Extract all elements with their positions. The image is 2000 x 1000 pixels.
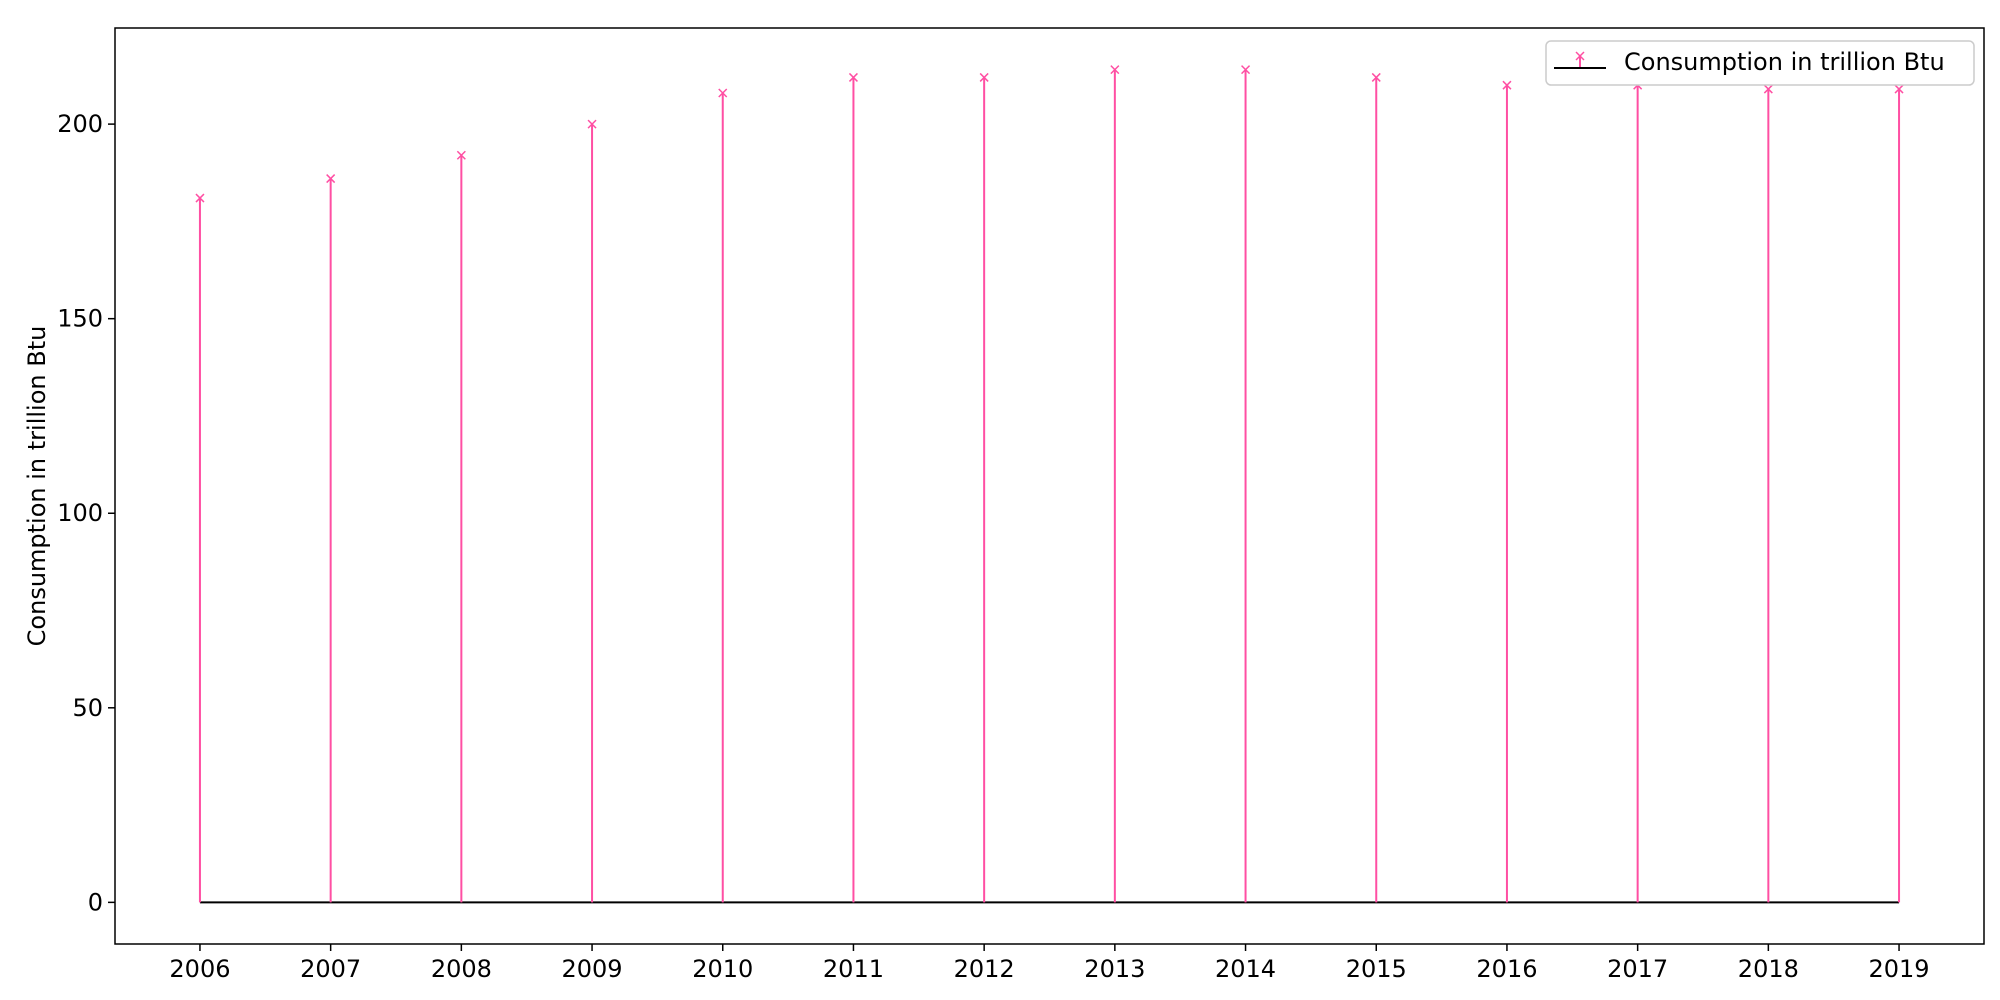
data-point-marker [326, 174, 336, 184]
y-tick-label: 50 [72, 694, 103, 722]
data-point-marker [1110, 65, 1120, 75]
data-point-marker [587, 119, 597, 129]
x-tick-label: 2009 [562, 955, 623, 983]
y-tick-label: 200 [57, 110, 103, 138]
y-tick-label: 150 [57, 305, 103, 333]
y-tick-label: 0 [88, 888, 103, 916]
data-point-marker [1763, 84, 1773, 94]
data-point-marker [456, 150, 466, 160]
x-tick-label: 2006 [169, 955, 230, 983]
y-tick-label: 100 [57, 499, 103, 527]
y-axis-label: Consumption in trillion Btu [23, 326, 51, 647]
y-axis: 0 50 100 150 200 [57, 110, 115, 916]
x-tick-label: 2019 [1869, 955, 1930, 983]
x-tick-label: 2017 [1607, 955, 1668, 983]
x-tick-label: 2011 [823, 955, 884, 983]
x-tick-label: 2008 [431, 955, 492, 983]
x-tick-label: 2018 [1738, 955, 1799, 983]
data-point-marker [979, 72, 989, 82]
x-tick-label: 2016 [1476, 955, 1537, 983]
data-point-marker [1502, 80, 1512, 90]
data-point-marker [1894, 84, 1904, 94]
stems-group [198, 69, 1901, 903]
x-tick-label: 2014 [1215, 955, 1276, 983]
x-tick-label: 2015 [1346, 955, 1407, 983]
data-point-marker [848, 72, 858, 82]
legend: Consumption in trillion Btu [1545, 40, 1975, 86]
legend-label: Consumption in trillion Btu [1624, 48, 1945, 76]
x-tick-label: 2007 [300, 955, 361, 983]
legend-box [1545, 40, 1975, 86]
data-point-marker [1371, 72, 1381, 82]
x-axis: 2006 2007 2008 2009 2010 2011 2012 2013 2014 2015… [169, 944, 1930, 983]
data-point-marker [195, 193, 205, 203]
plot-area [114, 27, 1985, 945]
x-tick-label: 2012 [954, 955, 1015, 983]
data-point-marker [1241, 65, 1251, 75]
x-tick-label: 2010 [692, 955, 753, 983]
legend-marker-sample [1575, 51, 1585, 61]
data-point-marker [718, 88, 728, 98]
x-tick-label: 2013 [1084, 955, 1145, 983]
